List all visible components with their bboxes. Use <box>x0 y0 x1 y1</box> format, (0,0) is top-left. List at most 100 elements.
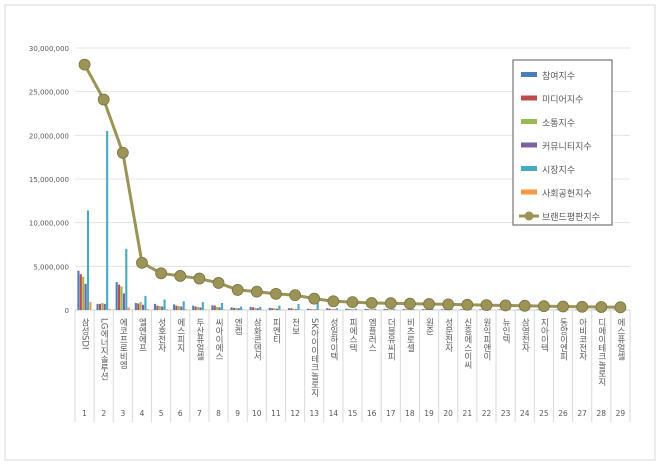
rank-label: 1 <box>82 409 87 418</box>
bar-커뮤니티지수 <box>314 309 316 310</box>
line-point <box>596 302 607 313</box>
rank-label: 2 <box>101 409 106 418</box>
bar-커뮤니티지수 <box>104 304 106 310</box>
bar-시장지수 <box>412 309 414 310</box>
bar-시장지수 <box>183 301 185 310</box>
category-label: 신흥에스이씨 <box>462 318 472 369</box>
category-label: 엠플러스 <box>367 317 377 352</box>
bar-커뮤니티지수 <box>372 309 374 310</box>
bar-참여지수 <box>77 271 79 310</box>
legend-label: 사회공헌지수 <box>542 189 592 200</box>
bar-참여지수 <box>250 307 252 310</box>
bar-미디어지수 <box>137 303 139 310</box>
bar-소통지수 <box>293 309 295 310</box>
bar-미디어지수 <box>118 285 120 310</box>
rank-label: 10 <box>252 409 262 418</box>
category-label: 에코프로비엠 <box>118 318 128 369</box>
bar-시장지수 <box>297 304 299 310</box>
category-label: 비츠로셀 <box>405 318 415 352</box>
category-label: 아비코전자 <box>577 317 587 361</box>
bar-커뮤니티지수 <box>238 308 240 310</box>
line-point <box>194 273 205 284</box>
bar-미디어지수 <box>195 307 197 310</box>
category-label: 원익피앤이 <box>481 318 491 361</box>
legend-swatch <box>521 72 537 77</box>
line-point <box>232 284 243 295</box>
rank-label: 5 <box>159 409 164 418</box>
bar-참여지수 <box>403 309 405 310</box>
bar-참여지수 <box>384 309 386 310</box>
bar-사회공헌지수 <box>109 309 111 310</box>
bar-미디어지수 <box>329 309 331 310</box>
category-label: 동양이엔피 <box>558 318 568 361</box>
bar-시장지수 <box>106 131 108 310</box>
bar-미디어지수 <box>175 306 177 310</box>
legend-label: 참여지수 <box>542 70 575 82</box>
category-label: 에스퓨얼셀 <box>615 318 625 361</box>
bar-미디어지수 <box>80 274 82 310</box>
bar-사회공헌지수 <box>89 302 91 310</box>
rank-label: 25 <box>539 409 549 418</box>
bar-커뮤니티지수 <box>353 309 355 310</box>
rank-label: 21 <box>463 409 473 418</box>
bar-소통지수 <box>82 277 84 310</box>
bar-시장지수 <box>278 306 280 310</box>
y-tick-label: 15,000,000 <box>29 176 69 184</box>
rank-label: 14 <box>329 409 339 418</box>
bar-미디어지수 <box>367 309 369 310</box>
bar-참여지수 <box>230 307 232 310</box>
rank-label: 3 <box>120 409 125 418</box>
line-point <box>404 298 415 309</box>
rank-label: 4 <box>140 409 145 418</box>
category-label: 두산퓨얼셀 <box>194 318 204 361</box>
rank-label: 19 <box>424 409 434 418</box>
rank-label: 26 <box>558 409 568 418</box>
bar-커뮤니티지수 <box>142 305 144 310</box>
rank-label: 13 <box>309 409 319 418</box>
bar-시장지수 <box>87 210 89 310</box>
rank-label: 18 <box>405 409 415 418</box>
bar-사회공헌지수 <box>166 309 168 310</box>
rank-label: 17 <box>386 409 396 418</box>
legend-swatch <box>521 96 537 101</box>
rank-label: 28 <box>597 409 607 418</box>
line-point <box>481 300 492 311</box>
rank-label: 9 <box>235 409 240 418</box>
legend-label: 브랜드평판지수 <box>542 212 600 223</box>
line-point <box>79 59 90 70</box>
bar-참여지수 <box>537 309 539 310</box>
line-point <box>519 300 530 311</box>
line-point <box>328 296 339 307</box>
category-label: 디에이테크놀로지 <box>596 318 606 387</box>
category-label: 피엔티 <box>271 318 281 344</box>
bar-참여지수 <box>498 309 500 310</box>
bar-미디어지수 <box>290 308 292 310</box>
legend-label: 미디어지수 <box>542 95 583 106</box>
bar-시장지수 <box>355 309 357 310</box>
category-label: 에스피지 <box>175 318 185 353</box>
legend-swatch <box>521 190 537 195</box>
category-label: 삼화콘덴서 <box>252 317 262 361</box>
bar-참여지수 <box>135 303 137 310</box>
bar-참여지수 <box>116 282 118 310</box>
bar-참여지수 <box>422 309 424 310</box>
bar-시장지수 <box>240 307 242 310</box>
line-point <box>577 301 588 312</box>
bar-미디어지수 <box>271 308 273 310</box>
y-tick-label: 20,000,000 <box>29 132 69 140</box>
bar-시장지수 <box>164 300 166 310</box>
bar-커뮤니티지수 <box>123 293 125 310</box>
bar-소통지수 <box>350 309 352 310</box>
line-point <box>309 293 320 304</box>
bar-참여지수 <box>479 309 481 310</box>
bar-시장지수 <box>202 302 204 310</box>
bar-커뮤니티지수 <box>333 309 335 310</box>
category-label: 엘엔에프 <box>137 318 147 352</box>
bar-참여지수 <box>173 304 175 310</box>
legend-swatch <box>521 166 537 171</box>
category-label: 삼성SDI <box>80 317 90 349</box>
bar-시장지수 <box>144 296 146 310</box>
rank-label: 22 <box>482 409 492 418</box>
line-point <box>117 147 128 158</box>
